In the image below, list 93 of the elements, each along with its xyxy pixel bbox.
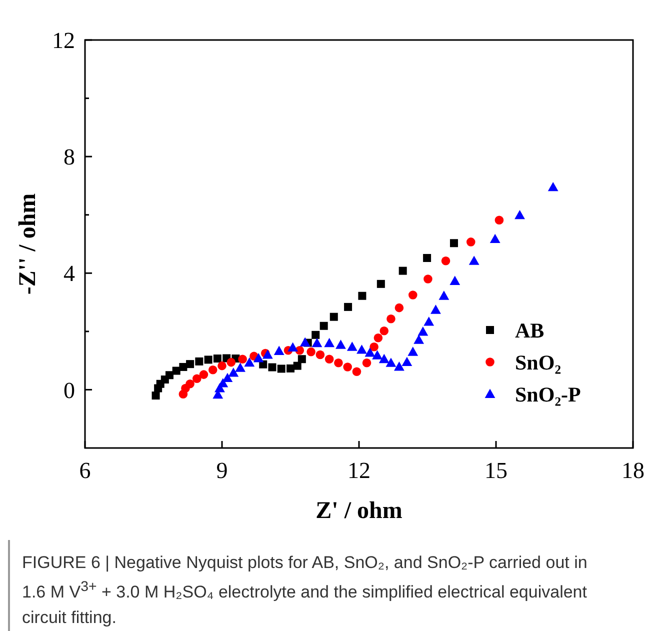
y-axis-title: -Z'' / ohm bbox=[15, 193, 41, 295]
point bbox=[186, 379, 194, 388]
legend-label: SnO₂ bbox=[515, 350, 561, 374]
point bbox=[364, 348, 376, 357]
point bbox=[370, 342, 378, 352]
point bbox=[548, 182, 558, 192]
point bbox=[514, 210, 525, 220]
point bbox=[218, 361, 226, 370]
point bbox=[192, 374, 202, 384]
point bbox=[356, 344, 367, 354]
point bbox=[378, 354, 390, 364]
point bbox=[286, 364, 294, 372]
y-tick-label: 12 bbox=[52, 28, 75, 54]
point bbox=[441, 256, 450, 266]
point bbox=[414, 334, 424, 344]
legend-label: AB bbox=[515, 318, 544, 342]
point bbox=[402, 356, 412, 366]
point bbox=[346, 342, 358, 351]
point bbox=[306, 347, 316, 356]
point bbox=[274, 346, 284, 355]
point bbox=[336, 340, 346, 349]
point bbox=[430, 304, 441, 314]
point bbox=[423, 254, 432, 262]
x-tick-label: 15 bbox=[484, 458, 508, 483]
point bbox=[374, 333, 383, 342]
point bbox=[450, 276, 460, 286]
point bbox=[494, 216, 504, 225]
point bbox=[358, 292, 366, 300]
point bbox=[316, 350, 325, 360]
point bbox=[352, 367, 362, 376]
point bbox=[450, 239, 458, 248]
legend-label: SnO₂-P bbox=[515, 382, 581, 406]
x-tick-label: 6 bbox=[79, 458, 91, 483]
point bbox=[408, 290, 418, 300]
x-tick-label: 9 bbox=[216, 458, 228, 483]
point bbox=[376, 280, 385, 288]
point bbox=[490, 234, 500, 244]
point bbox=[312, 338, 322, 348]
point bbox=[213, 354, 222, 363]
point bbox=[179, 362, 188, 371]
point bbox=[324, 354, 334, 364]
point bbox=[262, 350, 273, 359]
point bbox=[343, 362, 352, 372]
point bbox=[362, 358, 372, 368]
point bbox=[330, 312, 338, 321]
point bbox=[238, 354, 247, 364]
point bbox=[424, 274, 432, 284]
point bbox=[222, 372, 233, 382]
point bbox=[228, 368, 239, 377]
point bbox=[320, 322, 328, 330]
point bbox=[152, 392, 160, 400]
y-tick-label: 0 bbox=[64, 378, 75, 403]
caption: FIGURE 6 | Negative Nyquist plots for AB, SnO₂, and SnO₂-P carried out in 1.6 M V$^{3+}$ + 3.0 M H₂SO₄ electrolyte and the simplified electrical equivalent circuit fitting. bbox=[8, 540, 654, 631]
point bbox=[208, 365, 218, 374]
x-tick-label: 18 bbox=[622, 458, 644, 483]
point bbox=[235, 362, 246, 372]
point bbox=[253, 353, 264, 362]
point bbox=[372, 350, 382, 360]
point bbox=[268, 363, 276, 372]
x-axis-title: Z' / ohm bbox=[316, 498, 402, 524]
point bbox=[418, 326, 428, 336]
y-tick-label: 4 bbox=[64, 261, 76, 286]
point bbox=[186, 360, 194, 368]
point bbox=[424, 316, 434, 326]
point bbox=[394, 303, 404, 312]
point bbox=[466, 238, 476, 246]
point bbox=[438, 290, 450, 300]
point bbox=[312, 330, 320, 339]
point bbox=[172, 366, 180, 375]
point bbox=[277, 364, 286, 373]
point bbox=[195, 357, 204, 366]
point bbox=[204, 356, 212, 364]
point bbox=[380, 326, 389, 336]
point bbox=[288, 342, 298, 352]
point bbox=[386, 358, 396, 367]
point bbox=[300, 337, 310, 347]
point bbox=[324, 338, 335, 348]
point bbox=[344, 302, 352, 311]
point bbox=[293, 362, 302, 370]
point bbox=[386, 314, 396, 324]
point bbox=[408, 346, 418, 356]
point bbox=[334, 358, 343, 368]
point bbox=[226, 358, 236, 367]
point bbox=[244, 357, 255, 367]
point bbox=[394, 361, 404, 371]
point bbox=[398, 266, 407, 275]
point bbox=[298, 355, 306, 364]
point bbox=[165, 371, 174, 380]
point bbox=[259, 360, 268, 368]
point bbox=[468, 256, 480, 265]
y-tick-label: 8 bbox=[64, 144, 75, 170]
point bbox=[199, 370, 208, 379]
x-tick-label: 12 bbox=[348, 458, 370, 483]
